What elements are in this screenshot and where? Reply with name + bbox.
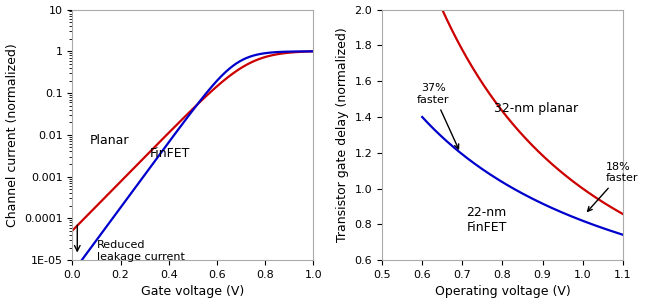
- Text: 18%
faster: 18% faster: [588, 162, 639, 211]
- Text: FinFET: FinFET: [150, 147, 190, 160]
- Y-axis label: Transistor gate delay (normalized): Transistor gate delay (normalized): [336, 27, 349, 242]
- Text: Reduced
leakage current: Reduced leakage current: [97, 240, 184, 262]
- Y-axis label: Channel current (normalized): Channel current (normalized): [6, 43, 19, 227]
- Text: 37%
faster: 37% faster: [417, 83, 459, 149]
- X-axis label: Operating voltage (V): Operating voltage (V): [435, 285, 570, 299]
- Text: 32-nm planar: 32-nm planar: [495, 102, 579, 115]
- Text: 22-nm
FinFET: 22-nm FinFET: [466, 206, 507, 234]
- Text: Planar: Planar: [89, 134, 129, 147]
- X-axis label: Gate voltage (V): Gate voltage (V): [141, 285, 244, 299]
